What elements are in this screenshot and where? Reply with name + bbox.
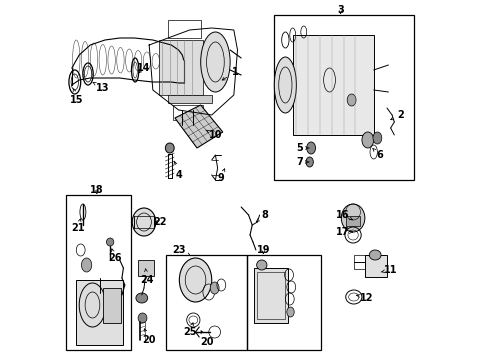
Ellipse shape — [368, 250, 380, 260]
Ellipse shape — [165, 143, 174, 153]
Text: 9: 9 — [217, 169, 224, 183]
Text: 21: 21 — [71, 219, 84, 233]
Bar — [345, 216, 360, 226]
Text: 12: 12 — [356, 293, 372, 303]
Ellipse shape — [132, 208, 156, 236]
Bar — [66, 195, 130, 350]
Text: 11: 11 — [380, 265, 397, 275]
Text: 14: 14 — [137, 63, 150, 73]
Text: 4: 4 — [174, 162, 182, 180]
Bar — [364, 255, 386, 277]
Ellipse shape — [256, 260, 266, 270]
Bar — [254, 268, 287, 323]
Text: 24: 24 — [140, 269, 153, 285]
Bar — [246, 255, 320, 350]
Ellipse shape — [136, 293, 147, 303]
Ellipse shape — [81, 258, 92, 272]
Bar — [257, 272, 284, 319]
Ellipse shape — [361, 132, 373, 148]
Text: 25: 25 — [183, 323, 196, 337]
Bar — [292, 35, 373, 135]
Ellipse shape — [210, 282, 219, 294]
Text: 3: 3 — [337, 5, 343, 15]
Ellipse shape — [179, 258, 211, 302]
Text: 7: 7 — [296, 157, 308, 167]
Bar — [159, 40, 203, 95]
Text: 23: 23 — [171, 245, 190, 256]
Bar — [173, 105, 203, 120]
Text: 19: 19 — [256, 245, 269, 255]
Bar — [167, 20, 200, 38]
Text: 6: 6 — [372, 149, 382, 160]
Ellipse shape — [372, 132, 381, 144]
Bar — [167, 95, 211, 103]
Ellipse shape — [200, 32, 230, 92]
Ellipse shape — [286, 307, 294, 317]
Ellipse shape — [306, 142, 315, 154]
Text: 15: 15 — [70, 89, 83, 105]
Ellipse shape — [79, 283, 105, 327]
Text: 16: 16 — [335, 210, 352, 220]
Text: 22: 22 — [153, 217, 166, 227]
Text: 1: 1 — [222, 67, 238, 80]
Bar — [274, 15, 413, 180]
Text: 10: 10 — [205, 130, 222, 140]
Ellipse shape — [274, 57, 296, 113]
Bar — [353, 255, 364, 269]
Bar — [75, 280, 123, 345]
Ellipse shape — [346, 94, 355, 106]
Text: 8: 8 — [256, 210, 267, 222]
Polygon shape — [175, 105, 223, 148]
Text: 20: 20 — [200, 331, 213, 347]
Ellipse shape — [106, 238, 114, 246]
Text: 20: 20 — [142, 329, 156, 345]
Ellipse shape — [138, 313, 147, 323]
Ellipse shape — [341, 204, 364, 232]
Bar — [102, 288, 121, 323]
Text: 18: 18 — [90, 185, 103, 195]
Text: 5: 5 — [296, 143, 308, 153]
Text: 17: 17 — [335, 227, 352, 237]
Ellipse shape — [305, 157, 313, 167]
Text: 13: 13 — [93, 82, 109, 93]
Bar — [166, 255, 246, 350]
Bar — [138, 260, 154, 276]
Text: 2: 2 — [390, 110, 404, 120]
Text: 26: 26 — [107, 249, 121, 263]
